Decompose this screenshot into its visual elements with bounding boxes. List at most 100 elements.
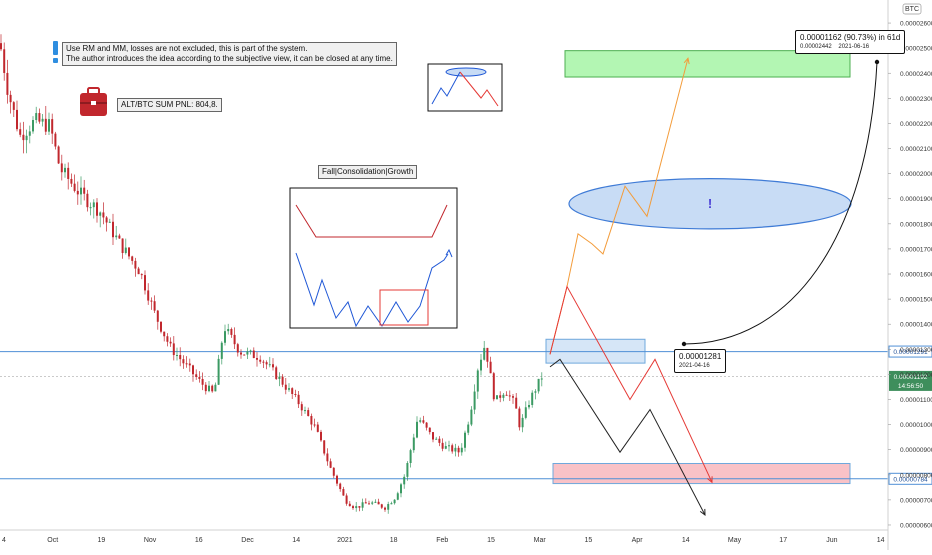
x-tick-label: Dec bbox=[241, 537, 254, 544]
exclamation-icon bbox=[53, 41, 58, 63]
inset-blue-line bbox=[295, 252, 449, 328]
x-tick-label: 17 bbox=[779, 537, 787, 544]
candle-up bbox=[28, 131, 31, 136]
candle-up bbox=[406, 463, 409, 477]
candle-up bbox=[80, 187, 82, 195]
candle-down bbox=[342, 489, 345, 496]
candle-down bbox=[153, 301, 156, 311]
candle-up bbox=[483, 347, 486, 360]
candle-down bbox=[316, 424, 319, 432]
candle-up bbox=[208, 385, 210, 392]
x-tick-label: 15 bbox=[487, 537, 495, 544]
candle-down bbox=[140, 274, 143, 276]
price-line-tag bbox=[888, 472, 932, 485]
x-tick-label: Mar bbox=[534, 537, 547, 544]
candle-down bbox=[44, 118, 47, 132]
zone-stop[interactable] bbox=[552, 462, 851, 485]
measure-tooltip-top: 0.00001162 (90.73%) in 61d 0.00002442 20… bbox=[795, 30, 906, 54]
candle-down bbox=[38, 113, 41, 122]
candle-down bbox=[172, 343, 175, 356]
current-price-label: 0.00001192 bbox=[894, 374, 928, 381]
candle-up bbox=[496, 395, 498, 400]
candle-down bbox=[348, 503, 351, 507]
disclaimer-line-2: The author introduces the idea according… bbox=[66, 54, 393, 63]
candle-down bbox=[163, 331, 166, 337]
scenario-path[interactable] bbox=[549, 58, 689, 355]
candle-up bbox=[361, 502, 364, 508]
candle-up bbox=[454, 447, 457, 452]
candle-down bbox=[201, 378, 204, 385]
candle-down bbox=[352, 506, 354, 509]
candle-down bbox=[380, 504, 383, 508]
candle-up bbox=[396, 493, 399, 500]
candle-up bbox=[99, 212, 102, 216]
candle-down bbox=[179, 355, 182, 360]
candle-up bbox=[412, 437, 415, 451]
ellipse-exclamation-icon: ! bbox=[708, 196, 712, 211]
candle-down bbox=[486, 347, 489, 362]
candle-up bbox=[531, 392, 534, 405]
measure-end-dot bbox=[874, 59, 880, 65]
candle-down bbox=[358, 506, 361, 508]
candle-up bbox=[444, 446, 447, 449]
x-tick-label: Nov bbox=[144, 537, 157, 544]
y-tick-label: 0.00001500 bbox=[900, 297, 932, 304]
candle-down bbox=[262, 361, 265, 363]
candle-up bbox=[416, 421, 418, 438]
candle-down bbox=[323, 440, 326, 454]
candle-down bbox=[329, 461, 332, 468]
candle-down bbox=[275, 367, 278, 379]
x-tick-label: Oct bbox=[47, 537, 58, 544]
price-axis[interactable]: BTC 0.00002600 0.00002500 0.00002400 0.00002… bbox=[887, 0, 932, 550]
y-tick-label: 0.00001300 bbox=[900, 347, 932, 354]
scenario-arrowhead-icon bbox=[683, 57, 690, 65]
candle-down bbox=[492, 373, 495, 400]
candle-up bbox=[41, 118, 44, 122]
candle-down bbox=[204, 384, 207, 392]
candle-up bbox=[176, 355, 178, 357]
measure-tooltip-price: 0.00002442 bbox=[800, 44, 832, 50]
candle-up bbox=[217, 358, 220, 385]
countdown-label: 14:56:50 bbox=[898, 383, 924, 390]
scenario-arrowhead-icon bbox=[699, 508, 706, 516]
price-line-tag bbox=[888, 345, 932, 358]
candle-down bbox=[160, 321, 162, 332]
candle-down bbox=[54, 133, 57, 147]
scenario-arrowhead-icon bbox=[707, 476, 713, 484]
candle-up bbox=[403, 476, 406, 485]
briefcase-icon bbox=[80, 87, 107, 116]
measure-start-dot bbox=[681, 341, 687, 347]
candle-down bbox=[332, 467, 335, 476]
low-point-date: 2021-04-16 bbox=[679, 363, 710, 369]
candle-down bbox=[73, 183, 76, 191]
candle-up bbox=[419, 420, 422, 422]
candle-down bbox=[432, 432, 434, 440]
x-tick-label: 16 bbox=[195, 537, 203, 544]
candle-down bbox=[515, 397, 518, 409]
candle-down bbox=[60, 163, 63, 173]
scenario-path[interactable] bbox=[549, 358, 706, 516]
candle-up bbox=[390, 503, 393, 505]
candle-down bbox=[182, 359, 185, 364]
candle-up bbox=[371, 502, 374, 504]
candle-down bbox=[192, 365, 194, 375]
scenario-path[interactable] bbox=[549, 285, 713, 483]
candle-down bbox=[121, 238, 124, 254]
zone-target[interactable] bbox=[564, 50, 851, 78]
candle-up bbox=[124, 247, 127, 254]
candle-down bbox=[86, 193, 89, 208]
y-tick-label: 0.00001000 bbox=[900, 422, 932, 429]
x-tick-label: 14 bbox=[292, 537, 300, 544]
candle-down bbox=[9, 94, 12, 103]
candle-down bbox=[336, 475, 338, 484]
pattern-ellipse-icon bbox=[445, 67, 487, 77]
candle-up bbox=[48, 119, 50, 132]
y-tick-label: 0.00000800 bbox=[900, 472, 932, 479]
price-lines-layer: 0.00001291 0.00000784 0.00001192 14:56:50 bbox=[0, 345, 932, 485]
candle-down bbox=[508, 395, 511, 397]
y-tick-label: 0.00002600 bbox=[900, 21, 932, 28]
candle-down bbox=[128, 247, 130, 257]
time-axis[interactable]: 4 Oct 19 Nov 16 Dec 14 2021 18 Feb 15 Mar 15 Apr 14 May… bbox=[0, 529, 888, 544]
candle-down bbox=[518, 408, 521, 428]
